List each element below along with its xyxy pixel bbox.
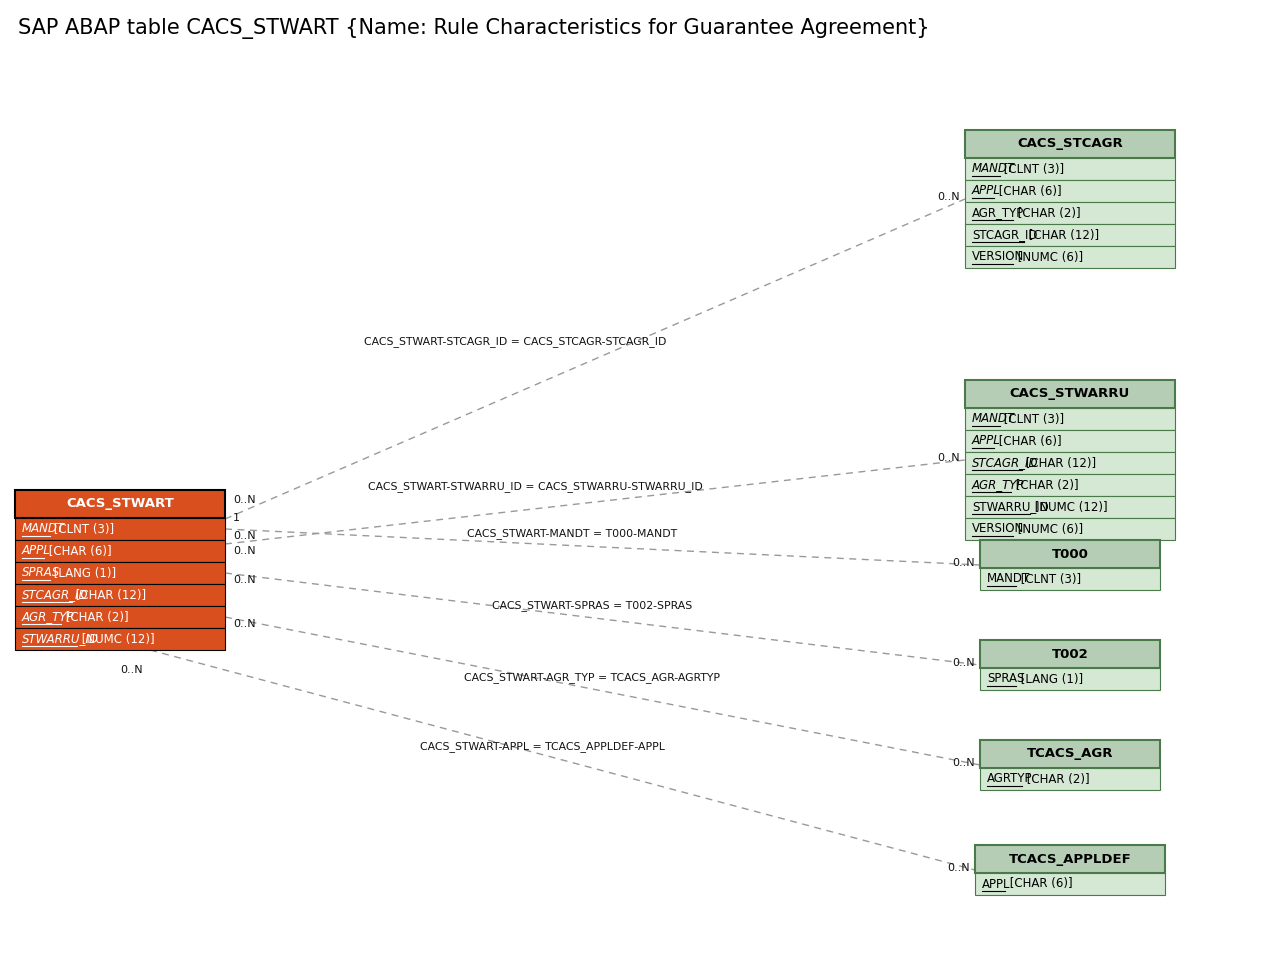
Text: SPRAS: SPRAS [987,673,1024,685]
Text: [CHAR (2)]: [CHAR (2)] [1012,478,1079,492]
FancyBboxPatch shape [965,380,1175,408]
FancyBboxPatch shape [965,474,1175,496]
Text: VERSION: VERSION [972,251,1024,263]
Text: CACS_STCAGR: CACS_STCAGR [1017,137,1122,151]
FancyBboxPatch shape [979,540,1160,568]
Text: [NUMC (12)]: [NUMC (12)] [79,633,154,645]
Text: STWARRU_ID: STWARRU_ID [972,500,1049,514]
FancyBboxPatch shape [965,430,1175,452]
Text: 0..N: 0..N [233,575,256,585]
Text: TCACS_AGR: TCACS_AGR [1027,748,1113,760]
Text: APPL: APPL [22,544,50,558]
FancyBboxPatch shape [15,606,225,628]
Text: MANDT: MANDT [972,413,1015,425]
Text: [CHAR (6)]: [CHAR (6)] [995,435,1062,447]
Text: 0..N: 0..N [233,546,256,556]
Text: 0..N: 0..N [952,558,976,568]
FancyBboxPatch shape [965,518,1175,540]
Text: [CLNT (3)]: [CLNT (3)] [1000,413,1064,425]
FancyBboxPatch shape [979,640,1160,668]
Text: CACS_STWART-SPRAS = T002-SPRAS: CACS_STWART-SPRAS = T002-SPRAS [493,600,692,611]
Text: SPRAS: SPRAS [22,566,60,580]
FancyBboxPatch shape [976,873,1165,895]
FancyBboxPatch shape [979,668,1160,690]
Text: APPL: APPL [972,184,1001,198]
Text: [CLNT (3)]: [CLNT (3)] [1000,162,1064,176]
Text: [CLNT (3)]: [CLNT (3)] [1017,572,1081,586]
Text: [NUMC (6)]: [NUMC (6)] [1014,522,1082,536]
FancyBboxPatch shape [15,518,225,540]
FancyBboxPatch shape [979,568,1160,590]
Text: [CHAR (2)]: [CHAR (2)] [62,611,129,623]
Text: AGRTYP: AGRTYP [987,773,1032,785]
Text: CACS_STWART: CACS_STWART [66,497,174,511]
Text: SAP ABAP table CACS_STWART {Name: Rule Characteristics for Guarantee Agreement}: SAP ABAP table CACS_STWART {Name: Rule C… [18,18,929,39]
Text: [CHAR (6)]: [CHAR (6)] [45,544,112,558]
Text: 0..N: 0..N [952,758,976,768]
Text: MANDT: MANDT [987,572,1031,586]
FancyBboxPatch shape [965,224,1175,246]
Text: [CHAR (12)]: [CHAR (12)] [1022,457,1097,469]
Text: [LANG (1)]: [LANG (1)] [1017,673,1084,685]
Text: 0..N: 0..N [937,192,960,202]
Text: MANDT: MANDT [972,162,1015,176]
Text: VERSION: VERSION [972,522,1024,536]
Text: STCAGR_ID: STCAGR_ID [972,228,1037,242]
Text: 0..N: 0..N [233,619,256,629]
FancyBboxPatch shape [965,180,1175,202]
FancyBboxPatch shape [965,452,1175,474]
Text: CACS_STWART-AGR_TYP = TCACS_AGR-AGRTYP: CACS_STWART-AGR_TYP = TCACS_AGR-AGRTYP [465,672,721,683]
Text: STWARRU_ID: STWARRU_ID [22,633,99,645]
Text: CACS_STWARRU: CACS_STWARRU [1010,388,1130,400]
Text: APPL: APPL [972,435,1001,447]
Text: MANDT: MANDT [22,522,66,536]
Text: APPL: APPL [982,877,1010,891]
Text: CACS_STWART-MANDT = T000-MANDT: CACS_STWART-MANDT = T000-MANDT [467,528,677,539]
Text: CACS_STWART-APPL = TCACS_APPLDEF-APPL: CACS_STWART-APPL = TCACS_APPLDEF-APPL [420,741,665,752]
Text: 0..N: 0..N [947,863,970,873]
FancyBboxPatch shape [979,740,1160,768]
Text: STCAGR_ID: STCAGR_ID [972,457,1039,469]
Text: [CHAR (2)]: [CHAR (2)] [1014,206,1080,220]
Text: [NUMC (12)]: [NUMC (12)] [1031,500,1108,514]
FancyBboxPatch shape [15,562,225,584]
Text: 0..N: 0..N [233,531,256,541]
Text: AGR_TYP: AGR_TYP [972,206,1024,220]
Text: AGR_TYP: AGR_TYP [22,611,75,623]
Text: [CHAR (12)]: [CHAR (12)] [72,588,147,602]
Text: [CLNT (3)]: [CLNT (3)] [50,522,115,536]
FancyBboxPatch shape [965,202,1175,224]
FancyBboxPatch shape [15,540,225,562]
Text: T002: T002 [1051,647,1089,660]
FancyBboxPatch shape [15,490,225,518]
Text: AGR_TYP: AGR_TYP [972,478,1024,492]
FancyBboxPatch shape [15,584,225,606]
Text: CACS_STWART-STCAGR_ID = CACS_STCAGR-STCAGR_ID: CACS_STWART-STCAGR_ID = CACS_STCAGR-STCA… [364,336,667,347]
Text: T000: T000 [1051,547,1089,561]
Text: [LANG (1)]: [LANG (1)] [50,566,117,580]
Text: [CHAR (2)]: [CHAR (2)] [1023,773,1089,785]
Text: 0..N: 0..N [937,453,960,463]
Text: [NUMC (6)]: [NUMC (6)] [1014,251,1082,263]
Text: 0..N: 0..N [120,665,143,675]
FancyBboxPatch shape [979,768,1160,790]
FancyBboxPatch shape [965,496,1175,518]
FancyBboxPatch shape [965,408,1175,430]
FancyBboxPatch shape [965,246,1175,268]
FancyBboxPatch shape [965,130,1175,158]
Text: [CHAR (12)]: [CHAR (12)] [1026,228,1099,242]
FancyBboxPatch shape [965,158,1175,180]
Text: 1: 1 [233,513,239,523]
Text: 0..N: 0..N [952,658,976,668]
FancyBboxPatch shape [976,845,1165,873]
Text: CACS_STWART-STWARRU_ID = CACS_STWARRU-STWARRU_ID: CACS_STWART-STWARRU_ID = CACS_STWARRU-ST… [368,481,703,492]
Text: STCAGR_ID: STCAGR_ID [22,588,89,602]
Text: TCACS_APPLDEF: TCACS_APPLDEF [1009,852,1131,866]
FancyBboxPatch shape [15,628,225,650]
Text: [CHAR (6)]: [CHAR (6)] [995,184,1062,198]
Text: [CHAR (6)]: [CHAR (6)] [1006,877,1073,891]
Text: 0..N: 0..N [233,495,256,505]
